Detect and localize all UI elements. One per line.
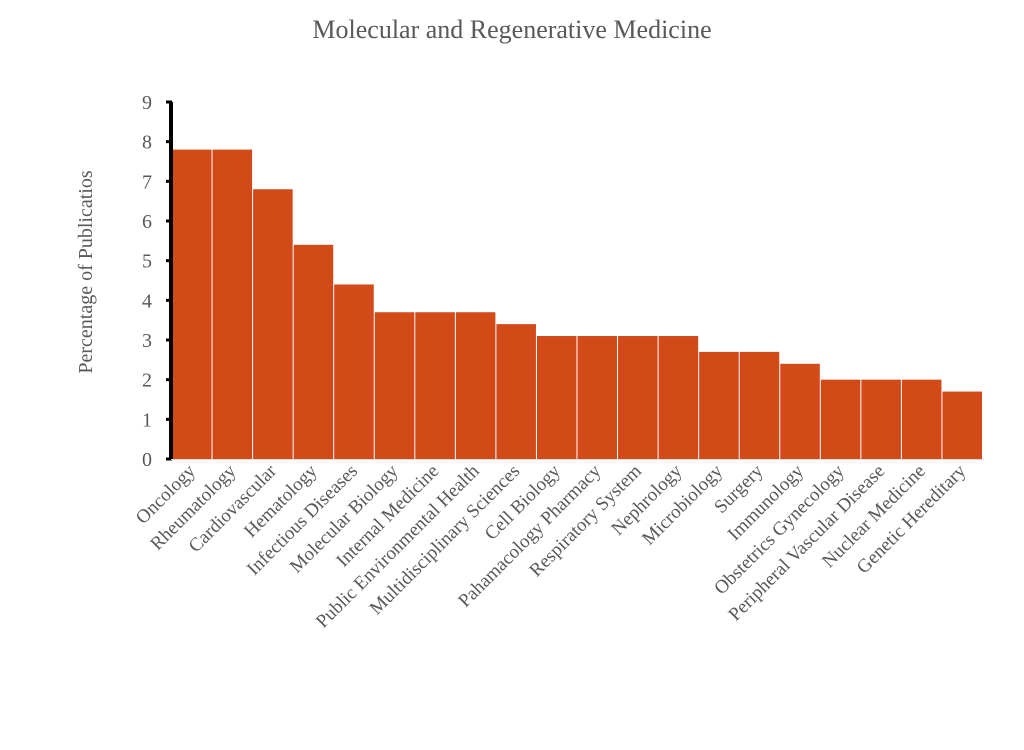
- bar-nuclear-medicine: [901, 379, 942, 459]
- bar-microbiology: [699, 351, 739, 459]
- y-tick-label: 7: [142, 171, 152, 193]
- bar-cardiovascular: [253, 189, 293, 459]
- bar-peripheral-vascular-disease: [861, 379, 901, 459]
- y-tick-label: 5: [142, 251, 152, 273]
- bar-internal-medicine: [415, 312, 455, 459]
- chart-title: Molecular and Regenerative Medicine: [312, 15, 711, 44]
- bar-infectious-diseases: [334, 284, 374, 459]
- bar-respiratory-system: [618, 336, 658, 459]
- bar-obstetrics-gynecology: [820, 379, 861, 459]
- y-tick-label: 8: [142, 132, 152, 154]
- bar-hematology: [293, 244, 334, 459]
- bar-surgery: [739, 351, 780, 459]
- bar-genetic-hereditary: [942, 391, 982, 459]
- y-tick-label: 2: [142, 370, 152, 392]
- y-tick-label: 3: [142, 330, 152, 352]
- bar-cell-biology: [536, 336, 577, 459]
- bar-molecular-biology: [374, 312, 415, 459]
- y-tick-label: 1: [142, 409, 152, 431]
- bar-nephrology: [658, 336, 699, 459]
- y-tick-label: 9: [142, 92, 152, 114]
- bar-oncology: [172, 149, 212, 459]
- y-tick-label: 0: [142, 449, 152, 471]
- bar-public-environmental-health: [455, 312, 496, 459]
- bar-pahamacology-pharmacy: [577, 336, 618, 459]
- y-tick-label: 4: [142, 290, 152, 312]
- bar-multidisciplinary-sciences: [496, 324, 536, 459]
- y-axis-label: Percentage of Publicatios: [75, 170, 97, 373]
- bar-immunology: [780, 363, 820, 459]
- y-tick-label: 6: [142, 211, 152, 233]
- bar-rheumatology: [212, 149, 253, 459]
